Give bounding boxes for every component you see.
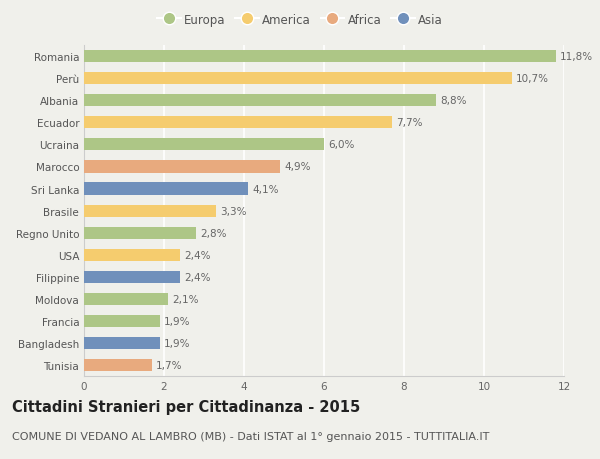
Bar	[84, 95, 436, 107]
Text: 4,1%: 4,1%	[252, 184, 278, 194]
Bar	[84, 337, 160, 349]
Text: 8,8%: 8,8%	[440, 96, 467, 106]
Text: 2,4%: 2,4%	[184, 250, 211, 260]
Bar	[84, 117, 392, 129]
Text: 3,3%: 3,3%	[220, 206, 247, 216]
Bar	[84, 315, 160, 327]
Bar	[84, 51, 556, 63]
Text: 11,8%: 11,8%	[560, 52, 593, 62]
Bar	[84, 183, 248, 195]
Text: COMUNE DI VEDANO AL LAMBRO (MB) - Dati ISTAT al 1° gennaio 2015 - TUTTITALIA.IT: COMUNE DI VEDANO AL LAMBRO (MB) - Dati I…	[12, 431, 490, 442]
Bar	[84, 161, 280, 173]
Text: 2,8%: 2,8%	[200, 228, 227, 238]
Legend: Europa, America, Africa, Asia: Europa, America, Africa, Asia	[152, 9, 448, 31]
Text: 10,7%: 10,7%	[516, 74, 549, 84]
Bar	[84, 293, 168, 305]
Text: 1,7%: 1,7%	[156, 360, 182, 370]
Bar	[84, 73, 512, 85]
Text: 2,4%: 2,4%	[184, 272, 211, 282]
Bar	[84, 227, 196, 239]
Bar	[84, 139, 324, 151]
Text: 1,9%: 1,9%	[164, 338, 191, 348]
Text: Cittadini Stranieri per Cittadinanza - 2015: Cittadini Stranieri per Cittadinanza - 2…	[12, 399, 360, 414]
Text: 7,7%: 7,7%	[396, 118, 422, 128]
Text: 6,0%: 6,0%	[328, 140, 355, 150]
Text: 2,1%: 2,1%	[172, 294, 199, 304]
Bar	[84, 271, 180, 283]
Text: 1,9%: 1,9%	[164, 316, 191, 326]
Text: 4,9%: 4,9%	[284, 162, 311, 172]
Bar	[84, 359, 152, 371]
Bar	[84, 249, 180, 261]
Bar	[84, 205, 216, 217]
